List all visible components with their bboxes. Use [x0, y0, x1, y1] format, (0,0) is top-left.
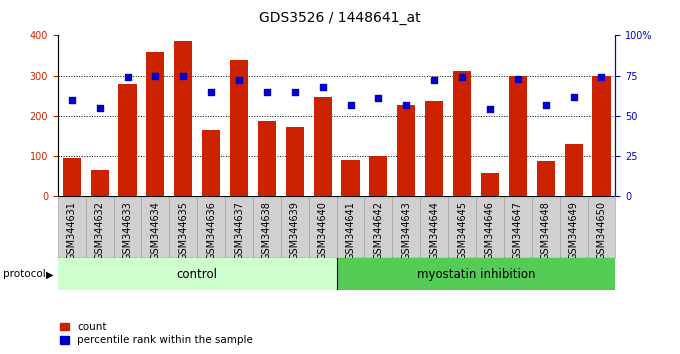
Point [234, 78, 245, 83]
Bar [420, 196, 448, 258]
Text: GSM344639: GSM344639 [290, 201, 300, 260]
Bar [58, 258, 337, 290]
Text: GSM344637: GSM344637 [234, 201, 244, 261]
Bar [309, 196, 337, 258]
Point [373, 95, 384, 101]
Bar [537, 161, 555, 196]
Text: GSM344648: GSM344648 [541, 201, 551, 260]
Bar [453, 71, 471, 196]
Bar [397, 105, 415, 196]
Bar [174, 41, 192, 196]
Text: GSM344631: GSM344631 [67, 201, 77, 260]
Text: GSM344649: GSM344649 [568, 201, 579, 260]
Point [596, 74, 607, 80]
Point [457, 74, 468, 80]
Point [401, 102, 412, 108]
Text: GSM344642: GSM344642 [373, 201, 384, 261]
Text: GSM344644: GSM344644 [429, 201, 439, 260]
Bar [448, 196, 476, 258]
Text: GSM344634: GSM344634 [150, 201, 160, 260]
Text: GDS3526 / 1448641_at: GDS3526 / 1448641_at [259, 11, 421, 25]
Text: protocol: protocol [3, 269, 46, 279]
Bar [369, 156, 388, 196]
Bar [592, 76, 611, 196]
Bar [364, 196, 392, 258]
Bar [337, 196, 364, 258]
Bar [225, 196, 253, 258]
Bar [146, 52, 165, 196]
Bar [90, 170, 109, 196]
Bar [564, 144, 583, 196]
Point [94, 105, 105, 111]
Text: GSM344650: GSM344650 [596, 201, 607, 261]
Bar [341, 160, 360, 196]
Bar [141, 196, 169, 258]
Bar [114, 196, 141, 258]
Bar [253, 196, 281, 258]
Point [317, 84, 328, 90]
Bar [476, 196, 504, 258]
Text: GSM344641: GSM344641 [345, 201, 356, 260]
Text: myostatin inhibition: myostatin inhibition [417, 268, 535, 281]
Bar [258, 121, 276, 196]
Bar [169, 196, 197, 258]
Point [484, 107, 495, 112]
Text: GSM344645: GSM344645 [457, 201, 467, 261]
Point [541, 102, 551, 108]
Bar [58, 196, 86, 258]
Point [178, 73, 189, 79]
Text: GSM344640: GSM344640 [318, 201, 328, 260]
Legend: count, percentile rank within the sample: count, percentile rank within the sample [60, 322, 253, 345]
Text: GSM344633: GSM344633 [122, 201, 133, 260]
Point [262, 89, 273, 95]
Point [205, 89, 216, 95]
Bar [86, 196, 114, 258]
Bar [532, 196, 560, 258]
Bar [281, 196, 309, 258]
Bar [63, 158, 81, 196]
Bar [313, 97, 332, 196]
Bar [588, 196, 615, 258]
Bar [286, 127, 304, 196]
Point [513, 76, 524, 82]
Text: ▶: ▶ [46, 269, 54, 279]
Bar [202, 130, 220, 196]
Bar [337, 258, 615, 290]
Text: GSM344646: GSM344646 [485, 201, 495, 260]
Text: GSM344638: GSM344638 [262, 201, 272, 260]
Bar [481, 173, 499, 196]
Text: control: control [177, 268, 218, 281]
Bar [392, 196, 420, 258]
Bar [560, 196, 588, 258]
Bar [230, 59, 248, 196]
Text: GSM344643: GSM344643 [401, 201, 411, 260]
Bar [118, 84, 137, 196]
Point [150, 73, 161, 79]
Text: GSM344636: GSM344636 [206, 201, 216, 260]
Point [67, 97, 78, 103]
Text: GSM344632: GSM344632 [95, 201, 105, 261]
Text: GSM344635: GSM344635 [178, 201, 188, 261]
Bar [509, 76, 527, 196]
Point [568, 94, 579, 99]
Text: GSM344647: GSM344647 [513, 201, 523, 261]
Point [429, 78, 440, 83]
Bar [425, 101, 443, 196]
Point [345, 102, 356, 108]
Bar [197, 196, 225, 258]
Point [122, 74, 133, 80]
Bar [504, 196, 532, 258]
Point [290, 89, 301, 95]
